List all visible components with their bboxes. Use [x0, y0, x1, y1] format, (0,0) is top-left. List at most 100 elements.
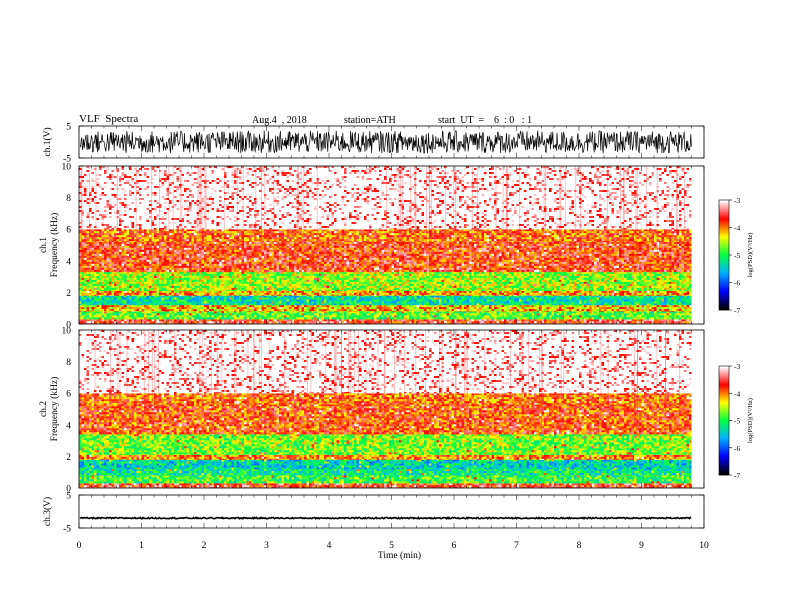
spectrogram-cell: [374, 313, 377, 315]
spectrogram-cell: [572, 307, 575, 309]
spectrogram-cell: [179, 311, 182, 312]
spectrogram-cell: [469, 313, 472, 315]
spectrogram-cell: [637, 296, 640, 298]
spectrogram-cell: [649, 296, 652, 298]
spectrogram-cell: [182, 307, 185, 309]
spectrogram-cell: [472, 317, 475, 319]
spectrogram-cell: [352, 304, 355, 306]
spectrogram-cell: [344, 302, 347, 304]
spectrogram-cell: [409, 296, 412, 298]
spectrogram-cell: [557, 317, 560, 319]
spectrogram-cell: [412, 304, 415, 306]
spectrogram-cell: [602, 315, 605, 317]
spectrogram-cell: [122, 311, 125, 313]
spectrogram-cell: [84, 319, 87, 321]
spectrogram-cell: [147, 305, 150, 307]
spectrogram-cell: [657, 307, 660, 309]
spectrogram-cell: [194, 305, 197, 307]
spectrogram-cell: [459, 305, 462, 307]
spectrogram-cell: [504, 313, 507, 315]
spectrogram-cell: [452, 293, 455, 295]
spectrogram-cell: [307, 309, 310, 311]
spectrogram-cell: [639, 304, 642, 306]
spectrogram-cell: [187, 317, 190, 319]
spectrogram-cell: [502, 300, 505, 302]
spectrogram-cell: [314, 313, 317, 315]
spectrogram-cell: [132, 302, 135, 304]
spectrogram-cell: [147, 311, 150, 312]
spectrogram-cell: [597, 293, 600, 295]
spectrogram-cell: [102, 298, 105, 300]
spectrogram-cell: [182, 317, 185, 319]
spectrogram-cell: [389, 315, 392, 317]
spectrogram-cell: [107, 309, 110, 311]
spectrogram-cell: [494, 302, 497, 304]
spectrogram-cell: [274, 321, 277, 323]
spectrogram-cell: [649, 315, 652, 317]
spectrogram-cell: [379, 313, 382, 315]
spectrogram-cell: [82, 304, 85, 306]
spectrogram-cell: [552, 296, 555, 298]
spectrogram-cell: [559, 321, 562, 323]
spectrogram-cell: [394, 304, 397, 306]
spectrogram-cell: [294, 296, 297, 298]
spectrogram-cell: [197, 295, 200, 296]
spectrogram-cell: [552, 293, 555, 295]
spectrogram-cell: [82, 293, 85, 295]
spectrogram-cell: [147, 309, 150, 311]
spectrogram-cell: [109, 302, 112, 304]
spectrogram-cell: [347, 291, 350, 293]
spectrogram-cell: [339, 315, 342, 317]
spectrogram-cell: [229, 311, 232, 312]
spectrogram-cell: [644, 311, 647, 313]
spectrogram-cell: [479, 319, 482, 321]
spectrogram-cell: [409, 298, 412, 300]
spectrogram-cell: [482, 311, 485, 313]
spectrogram-cell: [537, 311, 540, 312]
spectrogram-cell: [372, 296, 375, 298]
spectrogram-cell: [334, 304, 337, 306]
spectrogram-cell: [322, 298, 325, 300]
spectrogram-cell: [94, 307, 97, 309]
spectrogram-cell: [489, 317, 492, 319]
spectrogram-cell: [539, 305, 542, 307]
spectrogram-cell: [624, 313, 627, 315]
spectrogram-cell: [577, 311, 580, 312]
spectrogram-cell: [329, 315, 332, 317]
spectrogram-cell: [219, 307, 222, 309]
spectrogram-cell: [122, 293, 125, 295]
spectrogram-cell: [132, 309, 135, 311]
spectrogram-cell: [394, 309, 397, 311]
spectrogram-cell: [357, 298, 360, 300]
spectrogram-cell: [559, 291, 562, 293]
spectrogram-cell: [334, 315, 337, 317]
spectrogram-cell: [309, 300, 312, 302]
spectrogram-cell: [147, 315, 150, 317]
spectrogram-cell: [402, 317, 405, 319]
spectrogram-cell: [332, 302, 335, 304]
spectrogram-cell: [292, 311, 295, 313]
spectrogram-cell: [344, 305, 347, 307]
spectrogram-cell: [307, 293, 310, 295]
spectrogram-cell: [84, 311, 87, 313]
spectrogram-cell: [177, 319, 180, 321]
spectrogram-cell: [394, 298, 397, 300]
spectrogram-cell: [189, 307, 192, 309]
spectrogram-cell: [229, 321, 232, 323]
spectrogram-cell: [552, 315, 555, 317]
spectrogram-cell: [332, 321, 335, 323]
spectrogram-cell: [369, 300, 372, 302]
spectrogram-cell: [299, 311, 302, 312]
spectrogram-cell: [149, 307, 152, 309]
spectrogram-cell: [124, 311, 127, 313]
spectrogram-cell: [439, 309, 442, 311]
spectrogram-cell: [209, 304, 212, 306]
spectrogram-cell: [562, 315, 565, 317]
spectrogram-cell: [182, 311, 185, 313]
spectrogram-cell: [467, 319, 470, 321]
spectrogram-cell: [657, 305, 660, 307]
spectrogram-cell: [187, 313, 190, 315]
spectrogram-cell: [474, 321, 477, 323]
spectrogram-cell: [662, 317, 665, 319]
spectrogram-cell: [364, 293, 367, 295]
